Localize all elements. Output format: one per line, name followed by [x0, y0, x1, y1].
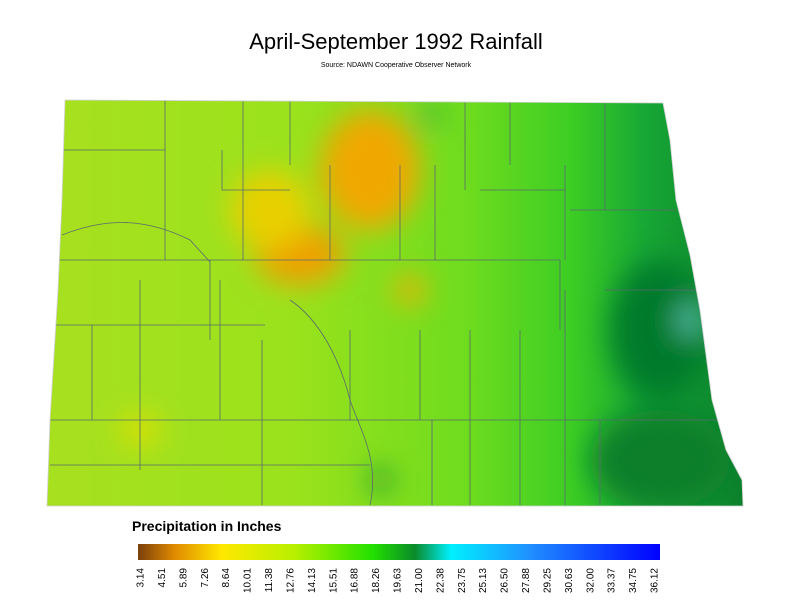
map [47, 100, 743, 506]
legend-color-bar [138, 544, 660, 560]
legend-tick-label: 5.89 [178, 568, 189, 588]
legend-tick-label: 12.76 [285, 568, 296, 593]
subtitle: Source: NDAWN Cooperative Observer Netwo… [321, 62, 472, 69]
legend-tick-label: 23.75 [457, 568, 468, 593]
legend-tick-label: 33.37 [607, 568, 618, 593]
legend-tick-label: 22.38 [435, 568, 446, 593]
legend-ticks: 3.14 4.51 5.89 7.26 8.64 10.01 11.38 12.76 14.13… [136, 568, 661, 593]
legend-tick-label: 15.51 [328, 568, 339, 593]
legend-tick-label: 4.51 [157, 568, 168, 588]
legend-tick-label: 34.75 [628, 568, 639, 593]
legend-tick-label: 7.26 [200, 568, 211, 588]
legend-tick-label: 16.88 [350, 568, 361, 593]
legend-tick-label: 27.88 [521, 568, 532, 593]
state-outline [46, 99, 744, 507]
legend-tick-label: 26.50 [500, 568, 511, 593]
legend-tick-label: 36.12 [650, 568, 661, 593]
legend-tick-label: 18.26 [371, 568, 382, 593]
legend-title: Precipitation in Inches [132, 518, 282, 534]
legend-tick-label: 14.13 [307, 568, 318, 593]
legend-tick-label: 11.38 [264, 568, 275, 593]
legend-tick-label: 3.14 [136, 568, 147, 588]
legend-tick-label: 10.01 [243, 568, 254, 593]
legend-tick-label: 30.63 [564, 568, 575, 593]
legend-tick-label: 25.13 [478, 568, 489, 593]
title: April-September 1992 Rainfall [249, 29, 543, 54]
legend-tick-label: 32.00 [585, 568, 596, 593]
legend-tick-label: 29.25 [542, 568, 553, 593]
legend-tick-label: 8.64 [221, 568, 232, 588]
legend-tick-label: 19.63 [393, 568, 404, 593]
rainfall-patches [120, 105, 730, 506]
legend-tick-label: 21.00 [414, 568, 425, 593]
county-lines [50, 100, 740, 506]
